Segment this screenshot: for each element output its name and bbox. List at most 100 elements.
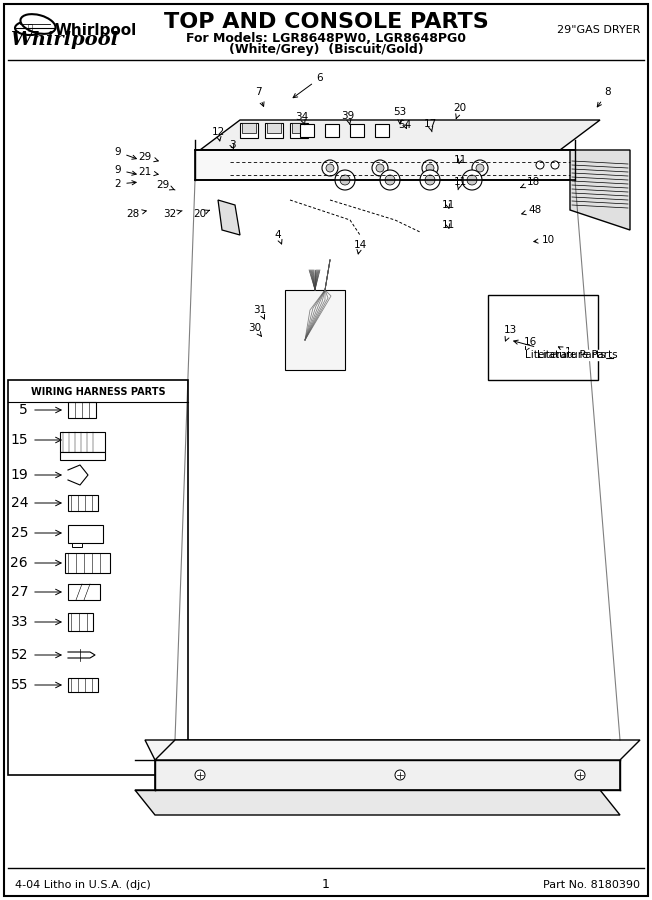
Text: 52: 52 <box>10 648 28 662</box>
Polygon shape <box>195 150 595 170</box>
Circle shape <box>467 175 477 185</box>
Circle shape <box>476 164 484 172</box>
Text: 8: 8 <box>597 87 612 107</box>
Text: 16: 16 <box>524 337 537 351</box>
Bar <box>285 290 345 370</box>
Circle shape <box>372 160 388 176</box>
Bar <box>68 584 100 600</box>
Text: 53: 53 <box>393 107 407 124</box>
Text: 11: 11 <box>441 200 454 210</box>
Text: 30: 30 <box>248 323 261 337</box>
Text: 20: 20 <box>453 103 467 119</box>
Text: 17: 17 <box>423 119 437 131</box>
Polygon shape <box>218 200 240 235</box>
Text: 18: 18 <box>521 177 540 188</box>
Bar <box>68 678 98 692</box>
Bar <box>60 452 105 460</box>
Text: 12: 12 <box>211 127 225 141</box>
Text: 26: 26 <box>10 556 28 570</box>
Text: Literature Parts: Literature Parts <box>537 350 617 360</box>
Text: 2: 2 <box>115 179 136 189</box>
Text: 13: 13 <box>503 325 516 341</box>
Text: Part No. 8180390: Part No. 8180390 <box>543 880 640 890</box>
Bar <box>292 123 306 133</box>
Text: Whirlpool: Whirlpool <box>55 22 138 38</box>
Circle shape <box>426 164 434 172</box>
Text: 19: 19 <box>10 468 28 482</box>
Bar <box>68 495 98 511</box>
Bar <box>68 402 96 418</box>
Text: 7: 7 <box>255 87 264 106</box>
Text: 4: 4 <box>274 230 282 244</box>
Text: (White/Grey)  (Biscuit/Gold): (White/Grey) (Biscuit/Gold) <box>229 42 423 56</box>
Text: For Models: LGR8648PW0, LGR8648PG0: For Models: LGR8648PW0, LGR8648PG0 <box>186 32 466 44</box>
Text: 5: 5 <box>20 403 28 417</box>
Text: 21: 21 <box>138 167 158 177</box>
Text: 29: 29 <box>156 180 175 190</box>
Circle shape <box>335 170 355 190</box>
Text: 29: 29 <box>138 152 158 162</box>
Text: Literature Parts: Literature Parts <box>514 340 605 360</box>
Circle shape <box>322 160 338 176</box>
Bar <box>240 123 258 138</box>
Text: 9: 9 <box>115 165 136 176</box>
Bar <box>265 123 283 138</box>
Text: 25: 25 <box>10 526 28 540</box>
Text: 31: 31 <box>254 305 267 319</box>
Ellipse shape <box>20 14 55 34</box>
Circle shape <box>395 770 405 780</box>
Text: 55: 55 <box>10 678 28 692</box>
Text: 11: 11 <box>453 155 467 165</box>
Bar <box>325 124 339 137</box>
Text: 34: 34 <box>295 112 308 125</box>
Text: 24: 24 <box>10 496 28 510</box>
Circle shape <box>425 175 435 185</box>
Polygon shape <box>570 150 630 230</box>
Bar <box>8 380 188 775</box>
Polygon shape <box>135 790 620 815</box>
Text: 11: 11 <box>441 220 454 230</box>
Text: 28: 28 <box>126 209 146 219</box>
Circle shape <box>340 175 350 185</box>
Text: 11: 11 <box>453 177 467 190</box>
Bar <box>65 553 110 573</box>
Bar <box>242 123 256 133</box>
Polygon shape <box>155 740 640 760</box>
Text: 14: 14 <box>353 240 366 254</box>
Text: 3: 3 <box>229 140 235 150</box>
Polygon shape <box>145 740 620 760</box>
Bar <box>68 613 93 631</box>
Text: 54: 54 <box>398 120 411 130</box>
Text: 39: 39 <box>342 111 355 124</box>
Circle shape <box>575 770 585 780</box>
Bar <box>300 124 314 137</box>
Bar <box>290 123 308 138</box>
Text: WIRING HARNESS PARTS: WIRING HARNESS PARTS <box>31 387 166 397</box>
Circle shape <box>536 161 544 169</box>
Circle shape <box>462 170 482 190</box>
Text: 29"GAS DRYER: 29"GAS DRYER <box>557 25 640 35</box>
Bar <box>267 123 281 133</box>
Text: 🔵: 🔵 <box>27 23 33 32</box>
Circle shape <box>472 160 488 176</box>
Bar <box>68 525 103 543</box>
Bar <box>155 760 620 790</box>
Text: 1: 1 <box>322 878 330 892</box>
Bar <box>375 124 389 137</box>
Text: 20: 20 <box>194 209 209 219</box>
Bar <box>350 124 364 137</box>
Text: 10: 10 <box>534 235 555 245</box>
Text: 27: 27 <box>10 585 28 599</box>
Text: 15: 15 <box>10 433 28 447</box>
Circle shape <box>380 170 400 190</box>
Circle shape <box>422 160 438 176</box>
Text: 33: 33 <box>10 615 28 629</box>
Text: Whirlpool: Whirlpool <box>10 31 118 49</box>
Circle shape <box>376 164 384 172</box>
Text: 9: 9 <box>115 147 136 159</box>
Circle shape <box>385 175 395 185</box>
Bar <box>60 432 105 452</box>
Polygon shape <box>200 120 600 150</box>
Circle shape <box>551 161 559 169</box>
Text: 4-04 Litho in U.S.A. (djc): 4-04 Litho in U.S.A. (djc) <box>15 880 151 890</box>
